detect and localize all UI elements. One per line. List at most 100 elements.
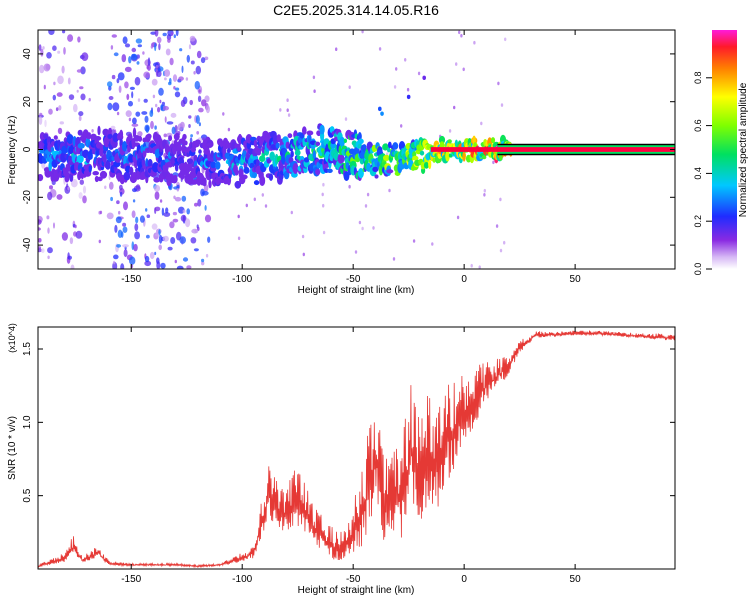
ridge-blob — [112, 132, 119, 143]
noise-blob — [146, 65, 149, 70]
noise-blob — [169, 57, 174, 66]
noise-blob — [170, 112, 177, 118]
noise-blob — [119, 191, 123, 197]
noise-blob — [205, 253, 209, 258]
noise-blob — [107, 102, 113, 111]
noise-blob — [190, 237, 197, 244]
noise-blob — [171, 126, 176, 135]
noise-blob — [169, 221, 175, 229]
noise-blob — [154, 206, 161, 212]
noise-blob — [131, 123, 139, 127]
noise-blob — [470, 263, 473, 268]
noise-blob — [162, 32, 167, 37]
ridge-blob — [131, 138, 135, 150]
noise-blob — [177, 123, 184, 131]
ridge-blob — [419, 150, 425, 156]
noise-blob — [480, 121, 483, 126]
noise-blob — [144, 124, 150, 132]
ridge-blob — [386, 169, 394, 174]
noise-blob — [99, 210, 103, 215]
noise-blob — [186, 54, 190, 63]
noise-blob — [135, 111, 141, 117]
noise-blob — [173, 34, 176, 39]
ridge-blob — [428, 159, 432, 170]
noise-blob — [91, 129, 94, 133]
noise-blob — [150, 45, 154, 49]
noise-blob — [169, 77, 172, 84]
noise-blob — [116, 244, 122, 248]
ridge-blob — [481, 155, 487, 160]
noise-blob — [139, 215, 145, 223]
noise-blob — [175, 30, 179, 37]
noise-blob — [40, 48, 44, 57]
noise-blob — [253, 197, 256, 202]
noise-blob — [503, 240, 506, 245]
noise-blob — [178, 76, 184, 81]
noise-blob — [348, 184, 351, 189]
colorbar-tick-label: 0.4 — [693, 167, 703, 180]
noise-blob — [135, 216, 139, 224]
noise-blob — [141, 111, 148, 115]
noise-blob — [46, 215, 50, 220]
noise-blob — [194, 229, 197, 233]
ridge-blob — [374, 174, 379, 179]
noise-blob — [151, 78, 158, 86]
noise-blob — [49, 185, 53, 190]
noise-blob — [110, 45, 114, 50]
noise-blob — [499, 197, 502, 202]
noise-blob — [164, 116, 167, 123]
ridge-blob — [202, 179, 207, 187]
ridge-blob — [123, 171, 131, 181]
noise-blob — [78, 111, 84, 117]
snr-x-ticks: -150 -100 -50 0 50 — [121, 327, 581, 585]
ridge-blob — [210, 161, 217, 169]
ridge-blob — [358, 138, 364, 145]
spectrogram-y-ticks: -40 -20 0 20 40 — [22, 48, 675, 252]
noise-blob — [39, 112, 43, 117]
noise-blob — [174, 91, 181, 98]
noise-blob — [160, 262, 166, 269]
noise-blob — [190, 60, 195, 65]
noise-blob — [75, 230, 83, 239]
noise-blob — [52, 94, 56, 101]
noise-blob — [400, 124, 403, 128]
noise-blob — [163, 212, 171, 217]
noise-blob — [134, 231, 141, 240]
ridge-blob — [107, 133, 113, 140]
noise-blob — [56, 194, 63, 200]
noise-blob — [193, 71, 196, 75]
ridge-blob — [92, 171, 99, 176]
ridge-blob — [88, 165, 92, 173]
noise-blob — [118, 210, 121, 215]
ridge-blob — [53, 135, 58, 140]
noise-blob — [312, 75, 316, 80]
noise-blob — [98, 239, 102, 244]
noise-blob — [133, 243, 138, 252]
y-tick-label: -40 — [22, 237, 33, 252]
noise-blob — [39, 64, 45, 74]
x-tick-label: 0 — [461, 574, 467, 585]
noise-blob — [186, 265, 192, 269]
noise-blob — [53, 81, 56, 86]
y-tick-label: 1.5 — [22, 342, 33, 356]
ridge-blob — [472, 135, 476, 144]
noise-blob — [57, 127, 63, 135]
noise-blob — [166, 121, 174, 125]
noise-blob — [142, 51, 145, 55]
ridge-blob — [122, 141, 128, 152]
colorbar-ticks: 0.0 0.2 0.4 0.6 0.8 — [693, 72, 712, 276]
noise-blob — [361, 226, 364, 231]
noise-blob — [120, 263, 125, 269]
colorbar-tick-label: 0.0 — [693, 263, 703, 276]
noise-blob — [129, 86, 135, 90]
noise-blob — [117, 229, 123, 238]
noise-blob — [77, 36, 81, 43]
ridge-blob — [234, 169, 239, 176]
noise-blob — [412, 239, 416, 243]
noise-blob — [264, 204, 268, 208]
ridge-blob — [343, 171, 350, 181]
ridge-blob — [234, 180, 242, 189]
noise-blob — [57, 75, 64, 85]
ridge-blob — [323, 163, 330, 168]
noise-blob — [188, 44, 192, 50]
